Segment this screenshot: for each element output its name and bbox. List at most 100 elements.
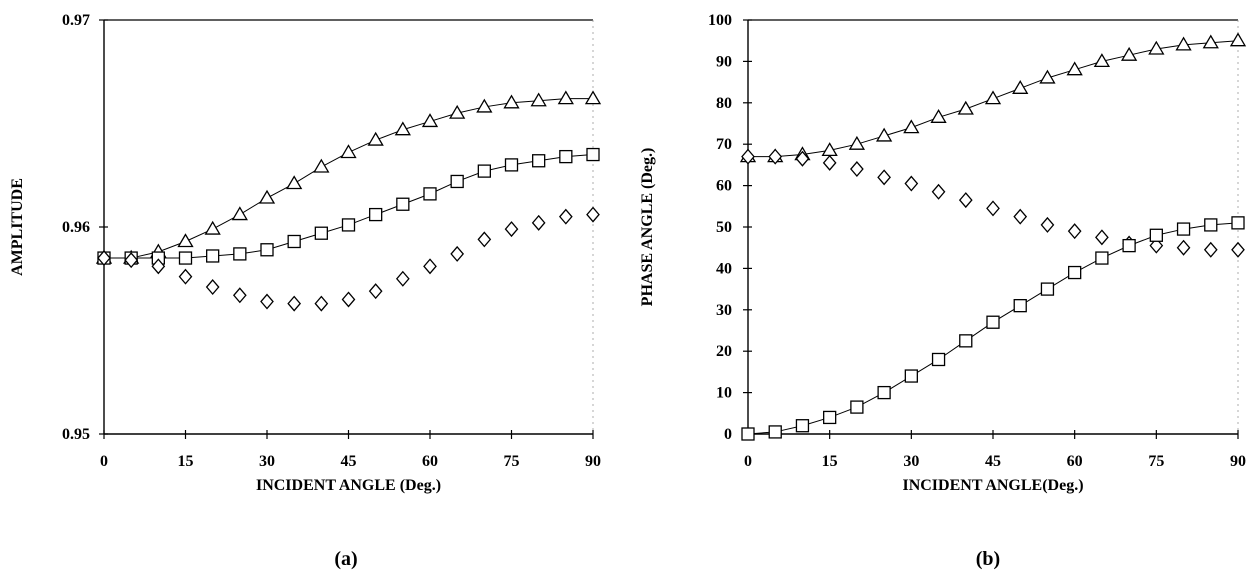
diamond-point [450, 245, 465, 262]
diamond-point [1013, 208, 1028, 225]
square-point [314, 226, 328, 240]
square-point [532, 154, 546, 168]
triangle-point [848, 135, 866, 150]
diamond-point [341, 291, 356, 308]
x-tick-label: 90 [585, 453, 601, 470]
square-point [586, 147, 600, 162]
triangle-point [313, 158, 330, 173]
chart-a-svg: 0.95 0.96 0.97 0 15 30 45 60 75 90 INCIDENT ANGLE … [9, 12, 602, 494]
square-point [1204, 218, 1218, 232]
triangle-point [286, 175, 303, 190]
panel-label-a: (a) [334, 548, 358, 570]
square-point [178, 251, 193, 265]
square-point [1013, 299, 1027, 313]
x-tick-label: 15 [822, 453, 838, 470]
y-tick-label: 80 [716, 95, 732, 112]
triangle-point [476, 98, 493, 113]
square-point [504, 158, 519, 172]
series-diamond [741, 148, 1245, 258]
triangle-point [875, 127, 893, 142]
x-tick-label: 75 [1148, 453, 1164, 470]
triangle-point [984, 90, 1002, 105]
x-axis-title: INCIDENT ANGLE(Deg.) [902, 477, 1083, 494]
diamond-point [795, 150, 810, 167]
square-point [206, 249, 220, 263]
diamond-point [423, 258, 437, 275]
diamond-point [822, 154, 837, 171]
diamond-point [1095, 229, 1109, 246]
chart-panel-b: 0 10 20 30 40 50 60 70 80 90 100 0 15 30 45 60 75 90 INCID… [630, 0, 1250, 586]
square-point [823, 410, 837, 425]
diamond-point [232, 287, 247, 304]
diamond-point [395, 270, 410, 287]
diamond-point [124, 252, 139, 269]
y-axis-title: AMPLITUDE [9, 178, 26, 276]
y-tick-label: 20 [716, 343, 732, 360]
y-tick-label: 30 [716, 302, 732, 319]
square-point [477, 164, 491, 178]
diamond-point [504, 221, 519, 238]
triangle-point [177, 233, 194, 248]
triangle-point [957, 100, 974, 115]
diamond-point [768, 148, 783, 165]
x-tick-label: 30 [259, 453, 275, 470]
diamond-point [1067, 223, 1082, 240]
series-triangle [95, 90, 602, 264]
square-point [1040, 282, 1055, 296]
square-point [1149, 228, 1163, 242]
chart-b-svg: 0 10 20 30 40 50 60 70 80 90 100 0 15 30 45 60 75 90 INCID… [639, 12, 1247, 494]
diamond-point [1149, 237, 1164, 254]
triangle-point [1202, 34, 1219, 49]
diamond-point [1231, 241, 1245, 258]
diamond-point [1203, 241, 1218, 258]
x-tick-label: 60 [422, 453, 438, 470]
triangle-point [367, 131, 384, 146]
x-tick-label: 60 [1067, 453, 1083, 470]
x-tick-label: 75 [504, 453, 520, 470]
triangle-point [530, 92, 547, 107]
triangle-point [258, 189, 276, 204]
square-point [850, 400, 864, 414]
diamond-point [958, 192, 973, 209]
series-line-square [104, 154, 594, 259]
square-point [1095, 251, 1109, 265]
square-point [396, 197, 410, 211]
triangle-point [1093, 53, 1111, 68]
panel-label-b: (b) [975, 548, 1001, 570]
square-point [559, 149, 573, 164]
y-tick-label: 0.96 [62, 219, 90, 236]
square-point [1068, 265, 1082, 280]
diamond-point [178, 268, 193, 285]
x-tick-label: 0 [744, 453, 752, 470]
square-point [233, 247, 247, 261]
triangle-point [503, 94, 520, 109]
x-tick-label: 90 [1230, 453, 1246, 470]
diamond-point [287, 295, 302, 312]
square-point [260, 243, 274, 257]
square-point [1231, 216, 1245, 230]
x-tick-label: 45 [341, 453, 357, 470]
square-point [1122, 238, 1136, 253]
y-axis-title: PHASE ANGLE (Deg.) [639, 148, 656, 307]
square-point [768, 425, 782, 439]
triangle-point [340, 144, 357, 159]
diamond-point [368, 283, 383, 300]
triangle-point [930, 108, 947, 123]
y-tick-label: 70 [716, 136, 732, 153]
square-point [287, 234, 301, 249]
diamond-point [205, 279, 220, 296]
x-tick-label: 30 [903, 453, 919, 470]
triangle-point [1012, 80, 1029, 94]
diamond-point [260, 293, 274, 310]
diamond-point [314, 295, 329, 312]
triangle-point [421, 113, 439, 128]
diamond-point [1040, 216, 1055, 233]
y-tick-label: 0.95 [62, 426, 90, 443]
triangle-point [1229, 32, 1247, 47]
square-point [341, 218, 356, 232]
square-point [423, 187, 437, 201]
square-point [877, 385, 891, 400]
y-tick-label: 40 [716, 260, 732, 277]
square-point [904, 369, 918, 383]
triangle-point [231, 206, 248, 221]
